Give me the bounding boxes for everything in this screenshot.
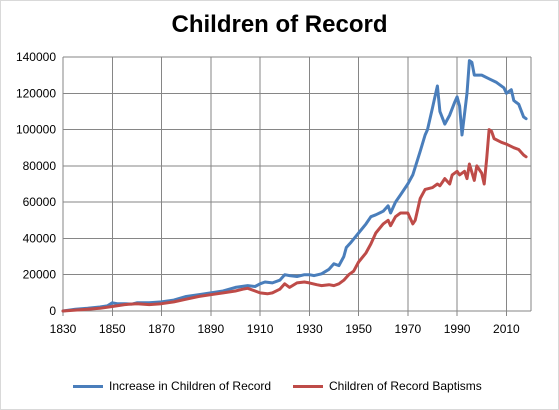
x-tick-label: 1870 [148,322,175,336]
x-tick-label: 1970 [394,322,421,336]
x-tick-label: 1950 [345,322,372,336]
y-tick-label: 100000 [16,123,56,137]
series-line-2 [61,128,528,313]
x-tick-label: 1930 [296,322,323,336]
x-tick-label: 1830 [50,322,77,336]
y-tick-label: 140000 [16,50,56,64]
x-tick-label: 1850 [99,322,126,336]
y-tick-label: 60000 [23,195,57,209]
series-line-1 [61,59,528,313]
x-tick-label: 1890 [197,322,224,336]
y-tick-label: 120000 [16,86,56,100]
legend: Increase in Children of Record Children o… [1,379,558,399]
legend-label: Children of Record Baptisms [329,379,482,393]
chart-title: Children of Record [171,11,388,38]
legend-swatch [73,384,103,388]
legend-label: Increase in Children of Record [109,379,272,393]
y-tick-label: 40000 [23,231,57,245]
x-tick-label: 1990 [444,322,471,336]
legend-item: Increase in Children of Record [73,379,271,393]
legend-item: Children of Record Baptisms [293,379,482,393]
y-tick-label: 0 [49,304,56,318]
y-tick-label: 20000 [23,268,57,282]
legend-swatch [293,384,323,388]
y-tick-label: 80000 [23,159,57,173]
x-tick-label: 2010 [493,322,520,336]
x-tick-label: 1910 [247,322,274,336]
